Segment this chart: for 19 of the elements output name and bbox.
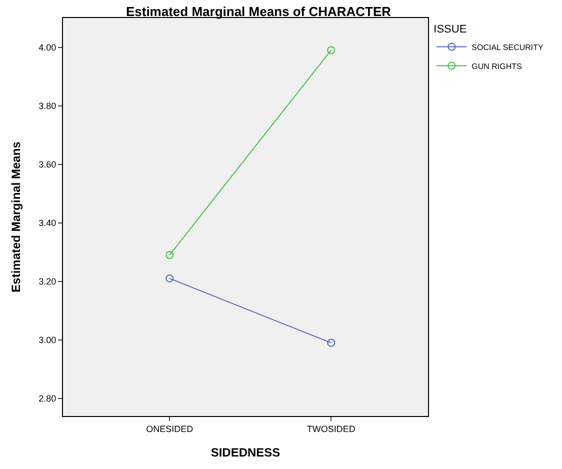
y-tick-label: 3.00 (38, 335, 56, 346)
x-tick-label: ONESIDED (146, 424, 194, 434)
y-tick-label: 3.60 (38, 159, 56, 170)
legend-label: SOCIAL SECURITY (472, 42, 544, 52)
y-axis-title: Estimated Marginal Means (8, 141, 23, 292)
point (166, 251, 174, 260)
chart-title: Estimated Marginal Means of CHARACTER (126, 4, 392, 20)
y-tick-label: 2.80 (38, 394, 56, 404)
x-axis-title: SIDEDNESS (210, 446, 280, 460)
y-tick-label: 4.00 (38, 42, 56, 52)
y-tick-label: 3.80 (38, 100, 56, 111)
point (327, 338, 336, 347)
legend-label: GUN RIGHTS (472, 62, 522, 71)
y-tick-label: 3.40 (38, 218, 56, 228)
x-tick-label: TWOSIDED (306, 424, 356, 434)
y-tick-label: 3.20 (38, 276, 56, 287)
point (327, 46, 336, 54)
point (166, 274, 174, 282)
legend-title: ISSUE (434, 23, 467, 36)
